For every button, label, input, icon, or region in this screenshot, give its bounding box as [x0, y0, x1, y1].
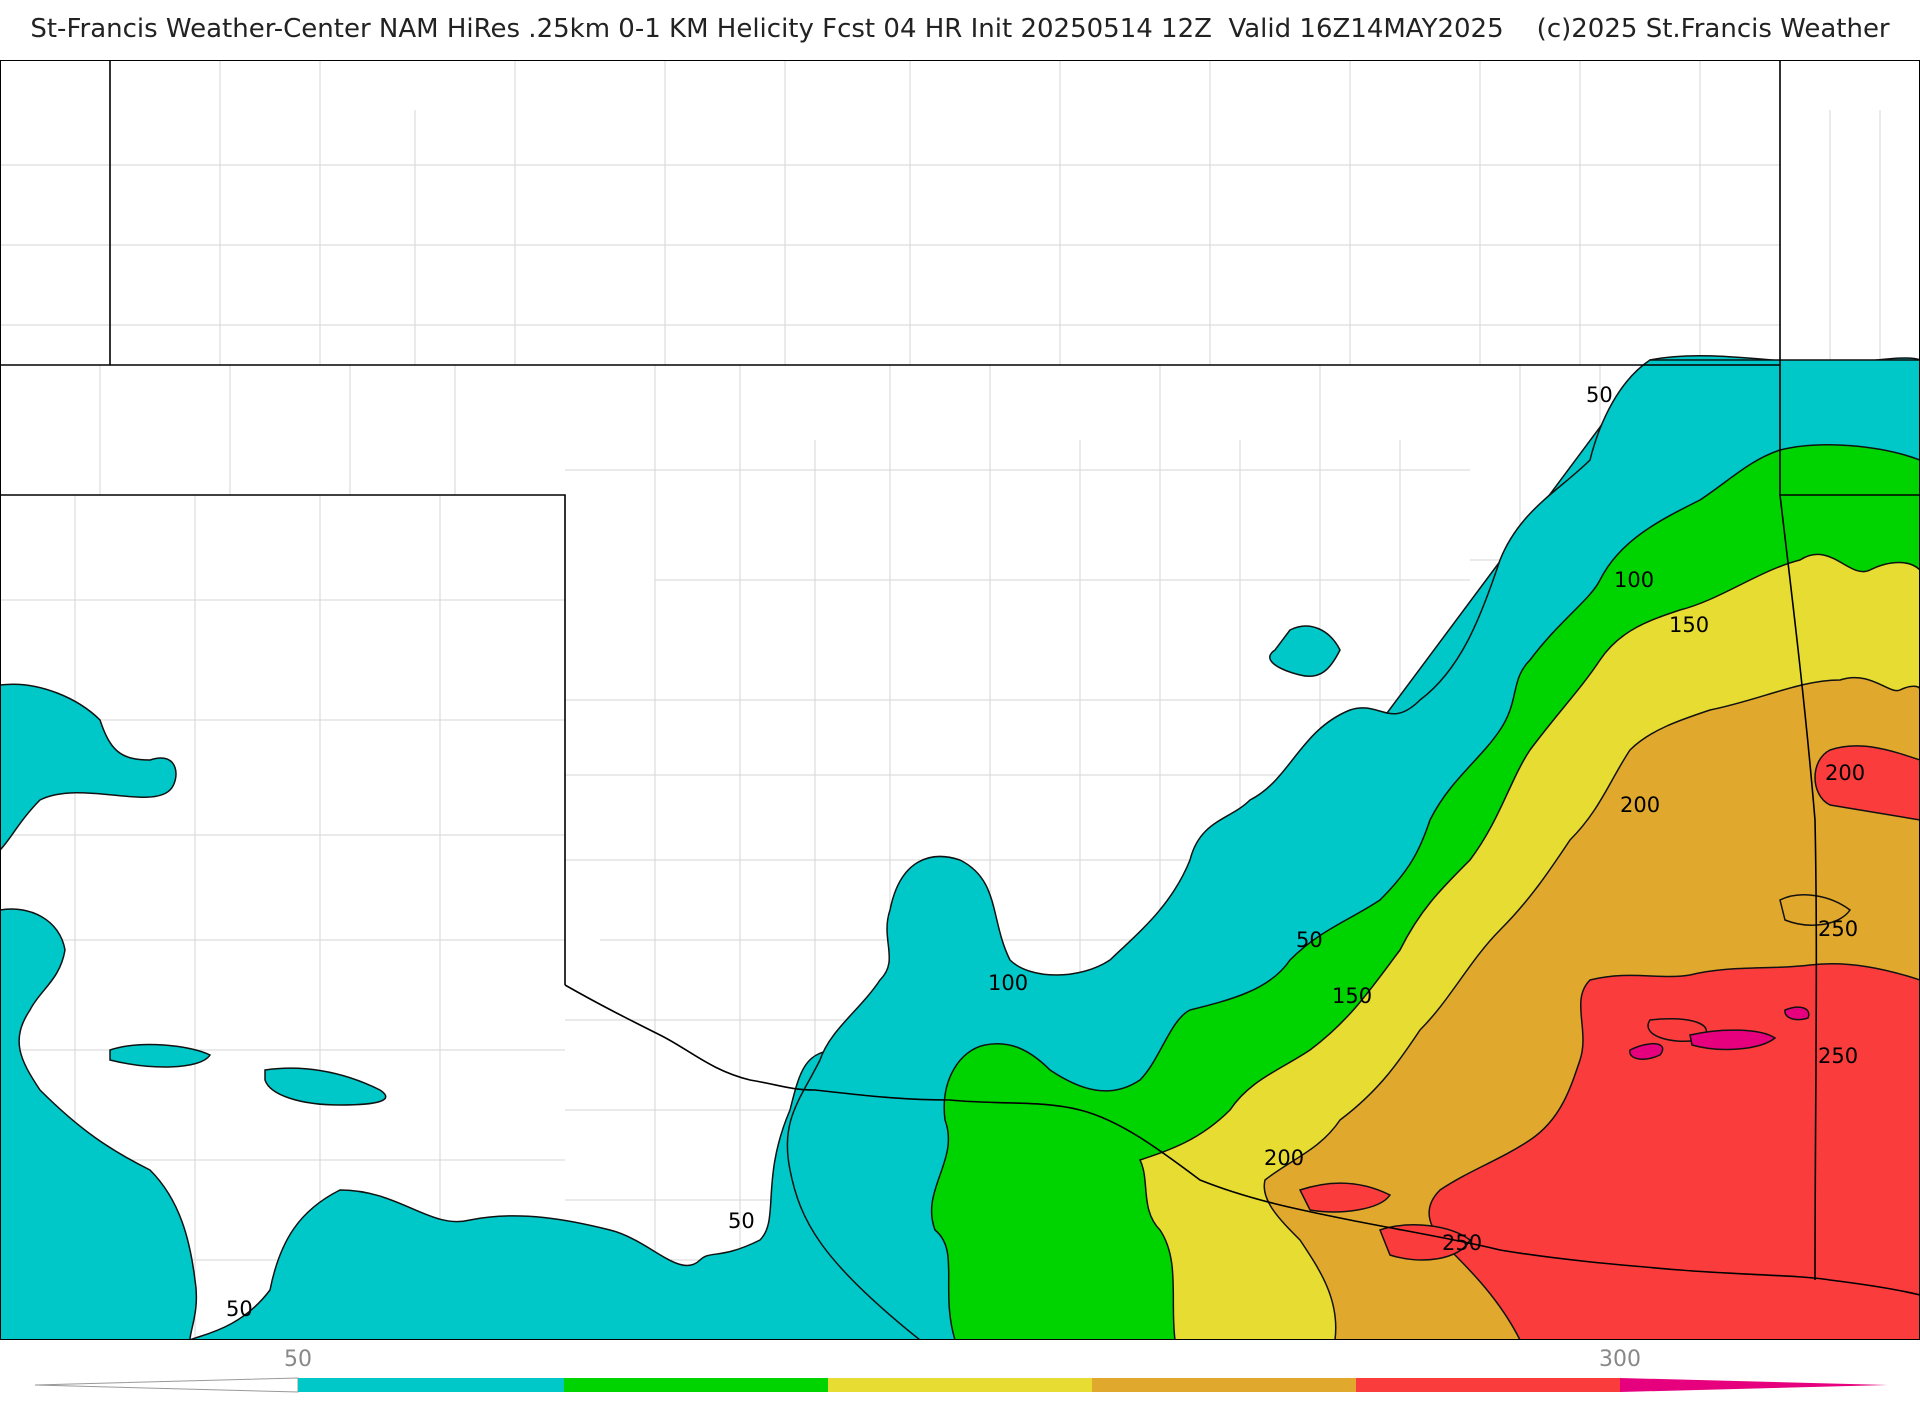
colorbar-swatch-100-150: [564, 1378, 828, 1392]
colorbar-swatch-300-plus: [1620, 1378, 1888, 1392]
colorbar-swatch-250-300: [1356, 1378, 1620, 1392]
contour-label-200: 200: [1264, 1146, 1304, 1170]
helicity-band-300-plus: [1629, 1006, 1810, 1060]
contour-label-50: 50: [1586, 383, 1613, 407]
contour-label-250: 250: [1818, 917, 1858, 941]
contour-label-50: 50: [728, 1209, 755, 1233]
helicity-map: 50 100 150 200 200 250 250 50 100 150 20…: [0, 60, 1920, 1340]
colorbar-swatch-150-200: [828, 1378, 1092, 1392]
contour-label-250: 250: [1818, 1044, 1858, 1068]
colorbar-swatch-200-250: [1092, 1378, 1356, 1392]
contour-label-150: 150: [1669, 613, 1709, 637]
contour-label-200: 200: [1825, 761, 1865, 785]
colorbar-tick-300: 300: [1599, 1347, 1641, 1372]
colorbar: 50 300: [0, 1342, 1920, 1400]
contour-label-200: 200: [1620, 793, 1660, 817]
contour-label-100: 100: [988, 971, 1028, 995]
contour-label-50: 50: [226, 1297, 253, 1321]
colorbar-low-arrow: [34, 1377, 299, 1393]
contour-label-150: 150: [1332, 984, 1372, 1008]
state-borders: [0, 60, 1920, 1296]
contour-label-250: 250: [1442, 1231, 1482, 1255]
contour-label-50: 50: [1296, 928, 1323, 952]
map-title: St-Francis Weather-Center NAM HiRes .25k…: [30, 14, 1890, 44]
colorbar-swatch-50-100: [298, 1378, 564, 1392]
colorbar-tick-50: 50: [284, 1347, 312, 1372]
contour-labels: 50 100 150 200 200 250 250 50 100 150 20…: [226, 383, 1865, 1321]
contour-label-100: 100: [1614, 568, 1654, 592]
